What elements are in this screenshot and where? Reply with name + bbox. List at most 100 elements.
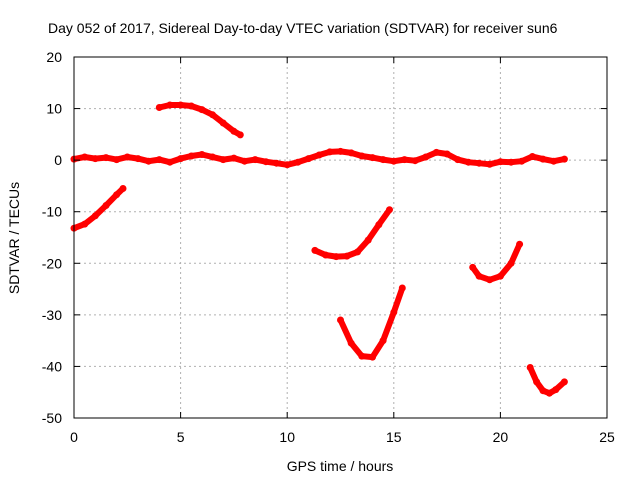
x-tick-label: 15: [386, 429, 402, 445]
data-point: [379, 337, 387, 345]
data-point: [123, 153, 131, 161]
data-point: [134, 155, 142, 163]
data-point: [315, 151, 323, 159]
y-tick-label: 10: [46, 101, 62, 117]
data-point: [526, 364, 534, 371]
data-point: [102, 154, 110, 162]
data-point: [375, 221, 383, 229]
series-trace: [337, 285, 406, 361]
series-arc-3: [311, 206, 393, 261]
data-point: [241, 157, 249, 165]
data-point: [369, 154, 376, 162]
data-point: [219, 119, 227, 127]
data-point: [560, 155, 568, 163]
data-point: [251, 156, 259, 164]
data-point: [432, 148, 440, 156]
data-point: [219, 156, 227, 164]
series-arc-4: [337, 284, 406, 361]
y-axis-label: SDTVAR / TECUs: [6, 182, 22, 294]
data-point: [518, 157, 526, 165]
series-trace: [311, 206, 393, 260]
data-point: [337, 316, 344, 324]
data-point: [322, 251, 330, 259]
data-point: [422, 153, 430, 161]
data-point: [358, 352, 366, 360]
data-point: [539, 387, 547, 395]
data-point: [187, 152, 195, 160]
data-point: [354, 248, 362, 256]
data-point: [155, 104, 163, 111]
x-tick-label: 0: [70, 429, 78, 445]
data-point: [236, 131, 244, 139]
data-point: [209, 153, 217, 161]
data-point: [81, 153, 89, 161]
data-point: [102, 202, 110, 209]
data-point: [496, 158, 504, 166]
data-point: [262, 158, 270, 166]
x-tick-label: 5: [177, 429, 185, 445]
y-tick-label: -50: [42, 410, 62, 426]
y-tick-label: 20: [46, 49, 62, 65]
data-point: [113, 191, 121, 199]
data-point: [337, 147, 344, 155]
y-tick-label: -20: [42, 255, 62, 271]
data-point: [560, 378, 568, 386]
data-point: [390, 308, 398, 316]
data-point: [230, 154, 238, 162]
series-baseline: [70, 147, 568, 169]
series-arc-1: [70, 185, 127, 232]
data-point: [464, 158, 472, 166]
data-point: [305, 155, 312, 163]
data-point: [411, 157, 419, 165]
x-tick-label: 10: [279, 429, 295, 445]
data-point: [198, 151, 206, 158]
data-point: [187, 102, 195, 110]
series-arc-2: [155, 101, 244, 139]
data-point: [533, 378, 541, 386]
plot-frame: [73, 56, 608, 419]
data-point: [326, 148, 334, 156]
data-point: [486, 160, 494, 168]
data-point: [539, 155, 547, 163]
data-point: [119, 185, 127, 192]
data-point: [496, 272, 504, 280]
x-tick-label: 25: [599, 429, 615, 445]
y-tick-label: -30: [42, 307, 62, 323]
data-point: [550, 157, 558, 165]
data-point: [347, 339, 355, 347]
data-series: [70, 101, 568, 397]
data-point: [358, 152, 366, 160]
y-tick-label: -40: [42, 358, 62, 374]
y-tick-label: 0: [54, 152, 62, 168]
data-point: [198, 106, 206, 114]
data-point: [443, 150, 451, 158]
data-point: [145, 157, 153, 165]
data-point: [177, 155, 185, 163]
data-point: [209, 111, 217, 119]
data-point: [283, 161, 291, 169]
data-point: [545, 389, 553, 397]
data-point: [294, 158, 302, 166]
series-arc-5: [469, 240, 524, 284]
data-point: [507, 158, 515, 166]
series-arc-6: [526, 364, 568, 397]
data-point: [475, 159, 483, 167]
data-point: [528, 153, 536, 160]
data-point: [364, 236, 372, 244]
data-point: [516, 240, 524, 248]
data-point: [332, 253, 340, 261]
x-tick-label: 20: [493, 429, 509, 445]
data-point: [347, 149, 355, 157]
data-point: [369, 353, 376, 361]
data-point: [386, 206, 393, 214]
data-point: [379, 156, 387, 164]
ticks: 0 5 10 15 20 25 20 10 0 -10 -20 -30 -40 -50: [42, 49, 615, 445]
data-point: [475, 272, 483, 280]
data-point: [552, 386, 560, 394]
data-point: [177, 101, 185, 109]
data-point: [91, 155, 99, 163]
data-point: [398, 284, 406, 292]
data-point: [507, 259, 515, 267]
data-point: [454, 156, 462, 164]
